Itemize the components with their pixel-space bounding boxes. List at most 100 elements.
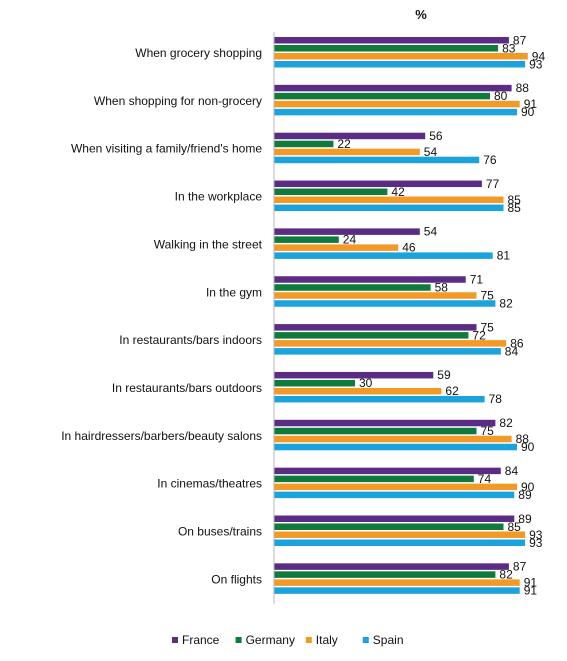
bar-france-in-cinemas-theatres	[274, 467, 501, 475]
legend: France Germany Italy Spain	[172, 633, 404, 647]
bar-spain-in-hairdressers-barbers-beauty-salons	[274, 443, 517, 451]
value-label-germany-in-the-workplace: 42	[391, 185, 405, 199]
bar-italy-in-the-gym	[274, 292, 477, 299]
value-label-germany-in-the-gym: 58	[435, 281, 449, 295]
bar-spain-when-shopping-for-non-grocery	[274, 108, 517, 116]
value-label-spain-when-shopping-for-non-grocery: 90	[521, 105, 535, 119]
category-label-when-shopping-for-non-grocery: When shopping for non-grocery	[94, 94, 262, 108]
value-label-spain-in-hairdressers-barbers-beauty-salons: 90	[521, 440, 535, 454]
bar-germany-when-visiting-a-family-friend-s-home	[274, 140, 334, 148]
bar-spain-on-flights	[274, 587, 520, 594]
bar-spain-in-restaurants-bars-outdoors	[274, 395, 485, 403]
value-label-germany-in-restaurants-bars-outdoors: 30	[359, 376, 373, 390]
legend-label-italy: Italy	[316, 633, 338, 647]
bar-france-in-restaurants-bars-indoors	[274, 324, 477, 331]
value-label-spain-on-flights: 91	[524, 584, 538, 598]
bar-germany-when-grocery-shopping	[274, 45, 499, 52]
value-label-spain-when-grocery-shopping: 93	[529, 57, 543, 71]
value-label-italy-walking-in-the-street: 46	[402, 241, 416, 255]
value-label-france-in-the-workplace: 77	[486, 177, 500, 191]
value-label-france-in-the-gym: 71	[470, 273, 484, 287]
bar-germany-when-shopping-for-non-grocery	[274, 92, 490, 100]
value-label-italy-in-hairdressers-barbers-beauty-salons: 88	[516, 432, 530, 446]
bar-france-on-flights	[274, 563, 509, 570]
bar-italy-in-hairdressers-barbers-beauty-salons	[274, 435, 512, 443]
bar-spain-in-the-workplace	[274, 204, 504, 212]
bar-france-in-restaurants-bars-outdoors	[274, 371, 434, 379]
value-label-france-in-hairdressers-barbers-beauty-salons: 82	[499, 416, 513, 430]
value-label-italy-in-cinemas-theatres: 90	[521, 480, 535, 494]
value-label-spain-in-restaurants-bars-outdoors: 78	[489, 392, 503, 406]
bar-germany-in-restaurants-bars-indoors	[274, 332, 469, 339]
value-label-germany-walking-in-the-street: 24	[343, 233, 357, 247]
value-label-germany-when-visiting-a-family-friend-s-home: 22	[337, 137, 351, 151]
bar-france-when-visiting-a-family-friend-s-home	[274, 132, 426, 140]
category-label-in-restaurants-bars-outdoors: In restaurants/bars outdoors	[112, 381, 262, 395]
value-label-spain-in-restaurants-bars-indoors: 84	[505, 344, 519, 358]
value-label-italy-in-the-gym: 75	[481, 289, 495, 303]
bar-italy-in-cinemas-theatres	[274, 483, 517, 491]
bar-italy-on-buses-trains	[274, 531, 526, 538]
bar-france-when-grocery-shopping	[274, 37, 509, 44]
category-label-in-the-gym: In the gym	[206, 285, 262, 299]
bar-germany-in-hairdressers-barbers-beauty-salons	[274, 427, 477, 435]
bar-spain-when-grocery-shopping	[274, 61, 526, 68]
bar-italy-when-shopping-for-non-grocery	[274, 100, 520, 108]
legend-swatch-spain	[362, 637, 369, 643]
bar-spain-on-buses-trains	[274, 539, 526, 546]
value-label-italy-in-restaurants-bars-outdoors: 62	[445, 384, 459, 398]
bar-france-when-shopping-for-non-grocery	[274, 84, 512, 92]
legend-swatch-germany	[235, 637, 242, 643]
bar-italy-in-the-workplace	[274, 196, 504, 204]
legend-label-spain: Spain	[373, 633, 404, 647]
value-label-france-in-restaurants-bars-indoors: 75	[481, 320, 495, 334]
legend-swatch-france	[172, 637, 178, 643]
category-label-when-grocery-shopping: When grocery shopping	[135, 46, 262, 60]
bar-spain-when-visiting-a-family-friend-s-home	[274, 156, 480, 164]
value-label-spain-in-the-workplace: 85	[508, 201, 522, 215]
bar-italy-when-grocery-shopping	[274, 53, 528, 60]
category-label-walking-in-the-street: Walking in the street	[154, 237, 263, 251]
bar-germany-in-cinemas-theatres	[274, 475, 474, 483]
bar-germany-walking-in-the-street	[274, 236, 339, 243]
value-label-france-in-cinemas-theatres: 84	[505, 464, 519, 478]
value-label-italy-when-visiting-a-family-friend-s-home: 54	[424, 145, 438, 159]
value-label-italy-in-the-workplace: 85	[508, 193, 522, 207]
value-label-spain-on-buses-trains: 93	[529, 536, 543, 550]
value-label-france-walking-in-the-street: 54	[424, 225, 438, 239]
value-label-spain-walking-in-the-street: 81	[497, 249, 511, 263]
value-label-italy-on-flights: 91	[524, 576, 538, 590]
bar-france-in-the-gym	[274, 276, 466, 283]
value-label-spain-in-cinemas-theatres: 89	[518, 488, 532, 502]
category-label-when-visiting-a-family-friend-s-home: When visiting a family/friend's home	[71, 142, 262, 156]
value-label-france-when-visiting-a-family-friend-s-home: 56	[429, 129, 443, 143]
chart-title: %	[415, 7, 427, 22]
bar-spain-in-the-gym	[274, 300, 496, 307]
value-label-germany-in-cinemas-theatres: 74	[478, 472, 492, 486]
bar-italy-in-restaurants-bars-indoors	[274, 340, 507, 347]
bar-germany-on-flights	[274, 571, 496, 578]
bar-france-on-buses-trains	[274, 515, 515, 522]
legend-label-france: France	[182, 633, 220, 647]
bar-germany-in-the-workplace	[274, 188, 388, 196]
value-label-germany-on-flights: 82	[499, 568, 513, 582]
legend-swatch-italy	[305, 637, 312, 643]
bar-france-walking-in-the-street	[274, 228, 420, 235]
value-label-italy-when-shopping-for-non-grocery: 91	[524, 97, 538, 111]
value-label-germany-when-shopping-for-non-grocery: 80	[494, 89, 508, 103]
category-label-in-restaurants-bars-indoors: In restaurants/bars indoors	[119, 333, 262, 347]
value-label-germany-in-restaurants-bars-indoors: 72	[472, 328, 486, 342]
bar-italy-on-flights	[274, 579, 520, 586]
value-label-italy-when-grocery-shopping: 94	[532, 49, 546, 63]
bar-italy-in-restaurants-bars-outdoors	[274, 387, 442, 395]
value-label-france-when-grocery-shopping: 87	[513, 33, 527, 47]
bar-italy-when-visiting-a-family-friend-s-home	[274, 148, 420, 156]
bar-france-in-the-workplace	[274, 180, 482, 188]
category-label-on-flights: On flights	[211, 572, 262, 586]
bar-spain-in-cinemas-theatres	[274, 491, 515, 499]
value-label-italy-in-restaurants-bars-indoors: 86	[510, 336, 524, 350]
value-label-germany-when-grocery-shopping: 83	[502, 41, 516, 55]
